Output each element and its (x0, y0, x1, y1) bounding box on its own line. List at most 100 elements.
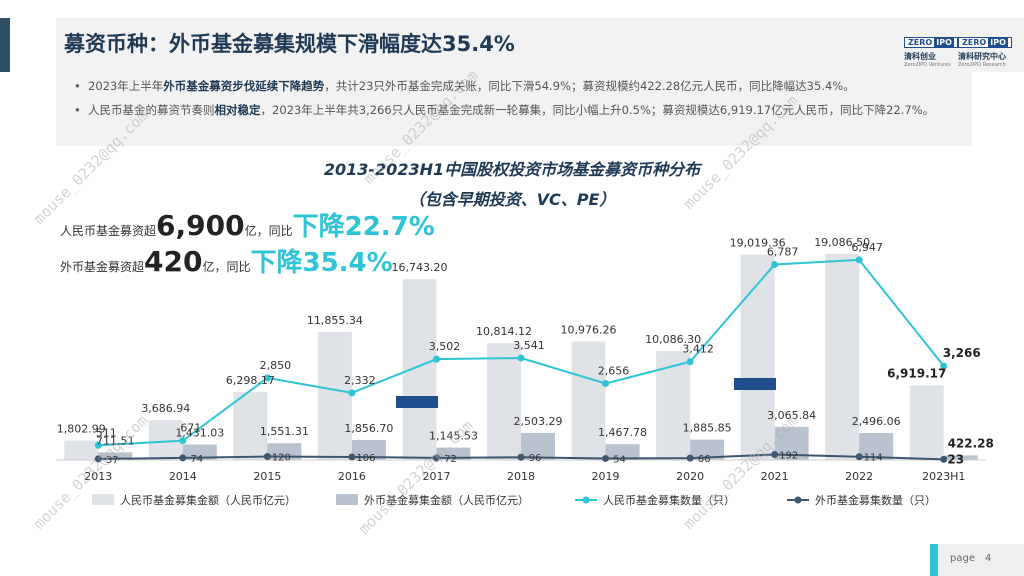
x-tick-label: 2014 (169, 470, 197, 483)
rmb-amount-label: 19,086.50 (814, 236, 870, 249)
highlight-rmb: 人民币基金募资超6,900亿，同比下降22.7% (60, 209, 435, 242)
rmb-count-label: 2,656 (598, 365, 630, 378)
rmb-count-label: 3,412 (682, 343, 714, 356)
rmb-amount-label: 1,802.99 (57, 423, 106, 436)
fx-count-point (348, 453, 356, 461)
bullet-foreign: • 2023年上半年外币基金募资步伐延续下降趋势，共计23只外币基金完成关账，同… (74, 79, 855, 93)
page-accent (930, 544, 938, 576)
bullet-rmb: • 人民币基金的募资节奏则相对稳定，2023年上半年共3,266只人民币基金完成… (74, 103, 935, 117)
rmb-count-point (602, 380, 610, 388)
x-tick-label: 2015 (253, 470, 281, 483)
fx-amount-label: 1,551.31 (260, 425, 309, 438)
legend-label: 人民币基金募集数量（只） (603, 493, 735, 507)
rmb-amount-label: 10,086.30 (645, 333, 701, 346)
rmb-count-label: 6,787 (767, 246, 799, 259)
rmb-amount-bar (909, 385, 944, 460)
rmb-count-point (940, 362, 948, 370)
rmb-amount-bar (233, 391, 268, 460)
rmb-count-point (771, 261, 779, 269)
accent-bar (0, 18, 10, 72)
page-label: page (950, 553, 975, 564)
research-logo-badge (734, 378, 776, 390)
page-number: 4 (985, 553, 992, 564)
x-tick-label: 2017 (422, 470, 450, 483)
fx-amount-bar (943, 455, 978, 460)
rmb-amount-label: 19,019.36 (730, 237, 786, 250)
fx-amount-bar (98, 452, 133, 460)
fx-amount-label: 711.51 (96, 434, 135, 447)
rmb-amount-label: 16,743.20 (391, 261, 447, 274)
fx-amount-label: 1,467.78 (598, 426, 647, 439)
rmb-count-label: 671 (180, 422, 201, 435)
fx-amount-label: 2,503.29 (514, 415, 563, 428)
x-tick-label: 2013 (84, 470, 112, 483)
fx-amount-bar (605, 444, 640, 460)
rmb-amount-bar (825, 253, 860, 460)
rmb-count-label: 6,947 (851, 241, 883, 254)
fx-count-point (855, 453, 863, 461)
fx-count-label: 37 (106, 455, 119, 466)
rmb-amount-label: 6,919.17 (887, 366, 946, 380)
fx-amount-label: 2,496.06 (852, 415, 901, 428)
rmb-amount-bar (64, 440, 99, 460)
fx-amount-bar (351, 439, 386, 460)
highlight-foreign: 外币基金募资超420亿，同比下降35.4% (60, 245, 393, 278)
fx-amount-bar (182, 444, 217, 460)
legend-label: 外币基金募集金额（人民币亿元） (364, 493, 529, 507)
fx-count-label: 114 (864, 453, 883, 464)
fx-amount-label: 1,856.70 (344, 422, 393, 435)
fx-amount-bar (859, 433, 894, 460)
x-tick-label: 2021 (761, 470, 789, 483)
rmb-amount-label: 3,686.94 (141, 402, 190, 415)
zero2ipo-research-logo: ZERO IPO 清科研究中心 Zero2IPO Research (958, 30, 1012, 68)
fx-count-point (940, 455, 948, 463)
rmb-count-point (686, 358, 694, 366)
fx-count-label: 74 (190, 454, 203, 465)
fx-count-label: 54 (613, 454, 626, 465)
summary-bullets: • 2023年上半年外币基金募资步伐延续下降趋势，共计23只外币基金完成关账，同… (56, 72, 972, 146)
rmb-count-label: 3,502 (429, 340, 461, 353)
fx-count-label: 72 (444, 454, 457, 465)
rmb-amount-bar (656, 351, 691, 460)
rmb-count-point (348, 389, 356, 397)
fx-count-point (517, 453, 525, 461)
fx-amount-label: 1,885.85 (683, 422, 732, 435)
rmb-count-label: 3,266 (943, 346, 981, 360)
rmb-count-label: 2,332 (344, 374, 376, 387)
x-tick-label: 2020 (676, 470, 704, 483)
x-tick-label: 2018 (507, 470, 535, 483)
legend-swatch (336, 494, 358, 505)
rmb-count-label: 3,541 (513, 339, 545, 352)
rmb-count-point (517, 354, 525, 362)
legend-label: 人民币基金募集金额（人民币亿元） (120, 493, 296, 507)
fx-amount-label: 422.28 (948, 436, 994, 450)
rmb-count-point (179, 437, 187, 445)
x-tick-label: 2022 (845, 470, 873, 483)
rmb-amount-label: 10,814.12 (476, 325, 532, 338)
legend-swatch-point (794, 496, 802, 504)
fx-count-point (686, 454, 694, 462)
fx-count-point (432, 454, 440, 462)
fx-count-point (263, 453, 271, 461)
page-footer (930, 544, 1024, 576)
fx-count-label: 96 (529, 453, 542, 464)
rmb-amount-bar (740, 254, 775, 460)
fx-count-point (602, 454, 610, 462)
rmb-count-label: 511 (96, 426, 117, 439)
rmb-count-point (855, 256, 863, 264)
rmb-amount-label: 10,976.26 (561, 323, 617, 336)
rmb-amount-label: 6,298.17 (226, 374, 275, 387)
rmb-count-point (263, 374, 271, 382)
chart-subtitle: （包含早期投资、VC、PE） (408, 190, 616, 209)
rmb-amount-label: 11,855.34 (307, 314, 363, 327)
rmb-amount-bar (487, 343, 521, 460)
header-band (56, 18, 1024, 72)
rmb-count-point (432, 355, 440, 363)
x-tick-label: 2023H1 (922, 470, 965, 483)
fx-count-label: 120 (272, 453, 291, 464)
zero2ipo-ventures-logo: ZERO IPO 清科创业 Zero2IPO Ventures (904, 30, 958, 68)
fx-count-label: 66 (698, 454, 711, 465)
rmb-amount-bar (317, 331, 352, 460)
fx-count-point (94, 455, 102, 463)
fx-count-point (771, 450, 779, 458)
